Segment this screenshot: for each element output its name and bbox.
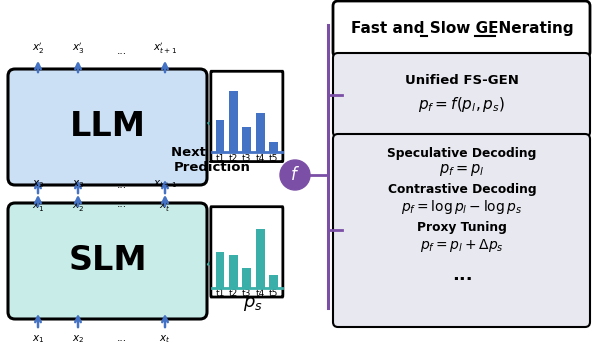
Text: $x_2'$: $x_2'$ <box>72 199 84 215</box>
FancyBboxPatch shape <box>211 71 283 162</box>
Text: $x_3'$: $x_3'$ <box>72 41 84 56</box>
Text: ...: ... <box>117 333 127 343</box>
FancyBboxPatch shape <box>333 134 590 327</box>
Text: ...: ... <box>117 180 127 190</box>
Bar <box>243 268 251 288</box>
Text: ...: ... <box>452 266 472 284</box>
Circle shape <box>280 160 310 190</box>
Text: $x_2'$: $x_2'$ <box>32 41 44 56</box>
Text: $f$: $f$ <box>290 166 300 184</box>
Text: SLM: SLM <box>68 245 147 278</box>
Text: LLM: LLM <box>69 111 146 144</box>
Text: $p_s$: $p_s$ <box>243 295 263 313</box>
Text: Proxy Tuning: Proxy Tuning <box>417 222 507 235</box>
Text: $x_{t+1}'$: $x_{t+1}'$ <box>153 41 177 56</box>
Text: Speculative Decoding: Speculative Decoding <box>387 147 537 160</box>
Text: $x_{t+1}$: $x_{t+1}$ <box>153 178 177 190</box>
Bar <box>256 113 265 152</box>
Bar <box>229 256 238 288</box>
Text: Contrastive Decoding: Contrastive Decoding <box>388 183 536 196</box>
Text: $x_t'$: $x_t'$ <box>159 199 170 215</box>
Bar <box>256 229 265 288</box>
FancyArrowPatch shape <box>208 218 229 264</box>
Bar <box>229 91 238 152</box>
Text: $x_t$: $x_t$ <box>159 333 170 345</box>
Text: $p_f = f(p_l, p_s)$: $p_f = f(p_l, p_s)$ <box>419 94 506 113</box>
Text: ...: ... <box>117 199 127 209</box>
FancyBboxPatch shape <box>333 1 590 57</box>
Text: $p_f = p_l + \Delta p_s$: $p_f = p_l + \Delta p_s$ <box>420 237 504 253</box>
Bar <box>243 127 251 152</box>
FancyBboxPatch shape <box>333 53 590 137</box>
Bar <box>215 120 224 152</box>
Text: Fast and Slow GENerating: Fast and Slow GENerating <box>350 21 573 36</box>
Text: $x_3$: $x_3$ <box>72 178 84 190</box>
FancyBboxPatch shape <box>8 69 207 185</box>
Bar <box>269 141 278 152</box>
Text: $p_f = \log p_l - \log p_s$: $p_f = \log p_l - \log p_s$ <box>401 198 523 216</box>
Text: ...: ... <box>117 46 127 56</box>
Text: $p_f = p_l$: $p_f = p_l$ <box>439 162 485 178</box>
Text: $x_1$: $x_1$ <box>32 333 44 345</box>
Text: Unified FS-GEN: Unified FS-GEN <box>405 74 519 86</box>
Text: $x_1'$: $x_1'$ <box>32 199 44 215</box>
FancyArrowPatch shape <box>208 123 226 144</box>
Bar <box>269 275 278 288</box>
Text: $p_l$: $p_l$ <box>244 217 262 235</box>
FancyBboxPatch shape <box>211 207 283 297</box>
Text: $x_2$: $x_2$ <box>32 178 44 190</box>
Text: $x_2$: $x_2$ <box>72 333 84 345</box>
Bar <box>215 252 224 288</box>
FancyBboxPatch shape <box>8 203 207 319</box>
Text: Next token
Prediction: Next token Prediction <box>171 146 253 174</box>
